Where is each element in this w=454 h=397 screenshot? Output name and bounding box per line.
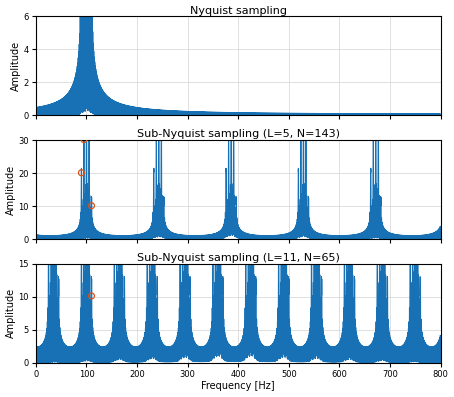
Point <box>78 170 85 176</box>
Point <box>83 29 90 35</box>
Title: Sub-Nyquist sampling (L=11, N=65): Sub-Nyquist sampling (L=11, N=65) <box>137 253 340 263</box>
Y-axis label: Amplitude: Amplitude <box>11 41 21 91</box>
Y-axis label: Amplitude: Amplitude <box>6 288 16 338</box>
Point <box>78 227 85 233</box>
Title: Sub-Nyquist sampling (L=5, N=143): Sub-Nyquist sampling (L=5, N=143) <box>137 129 340 139</box>
Y-axis label: Amplitude: Amplitude <box>5 164 15 215</box>
Point <box>88 202 95 209</box>
Point <box>80 137 88 143</box>
Point <box>85 95 93 101</box>
X-axis label: Frequency [Hz]: Frequency [Hz] <box>202 382 275 391</box>
Point <box>83 70 90 77</box>
Point <box>80 161 88 167</box>
Title: Nyquist sampling: Nyquist sampling <box>190 6 287 15</box>
Point <box>85 104 93 110</box>
Point <box>88 293 95 299</box>
